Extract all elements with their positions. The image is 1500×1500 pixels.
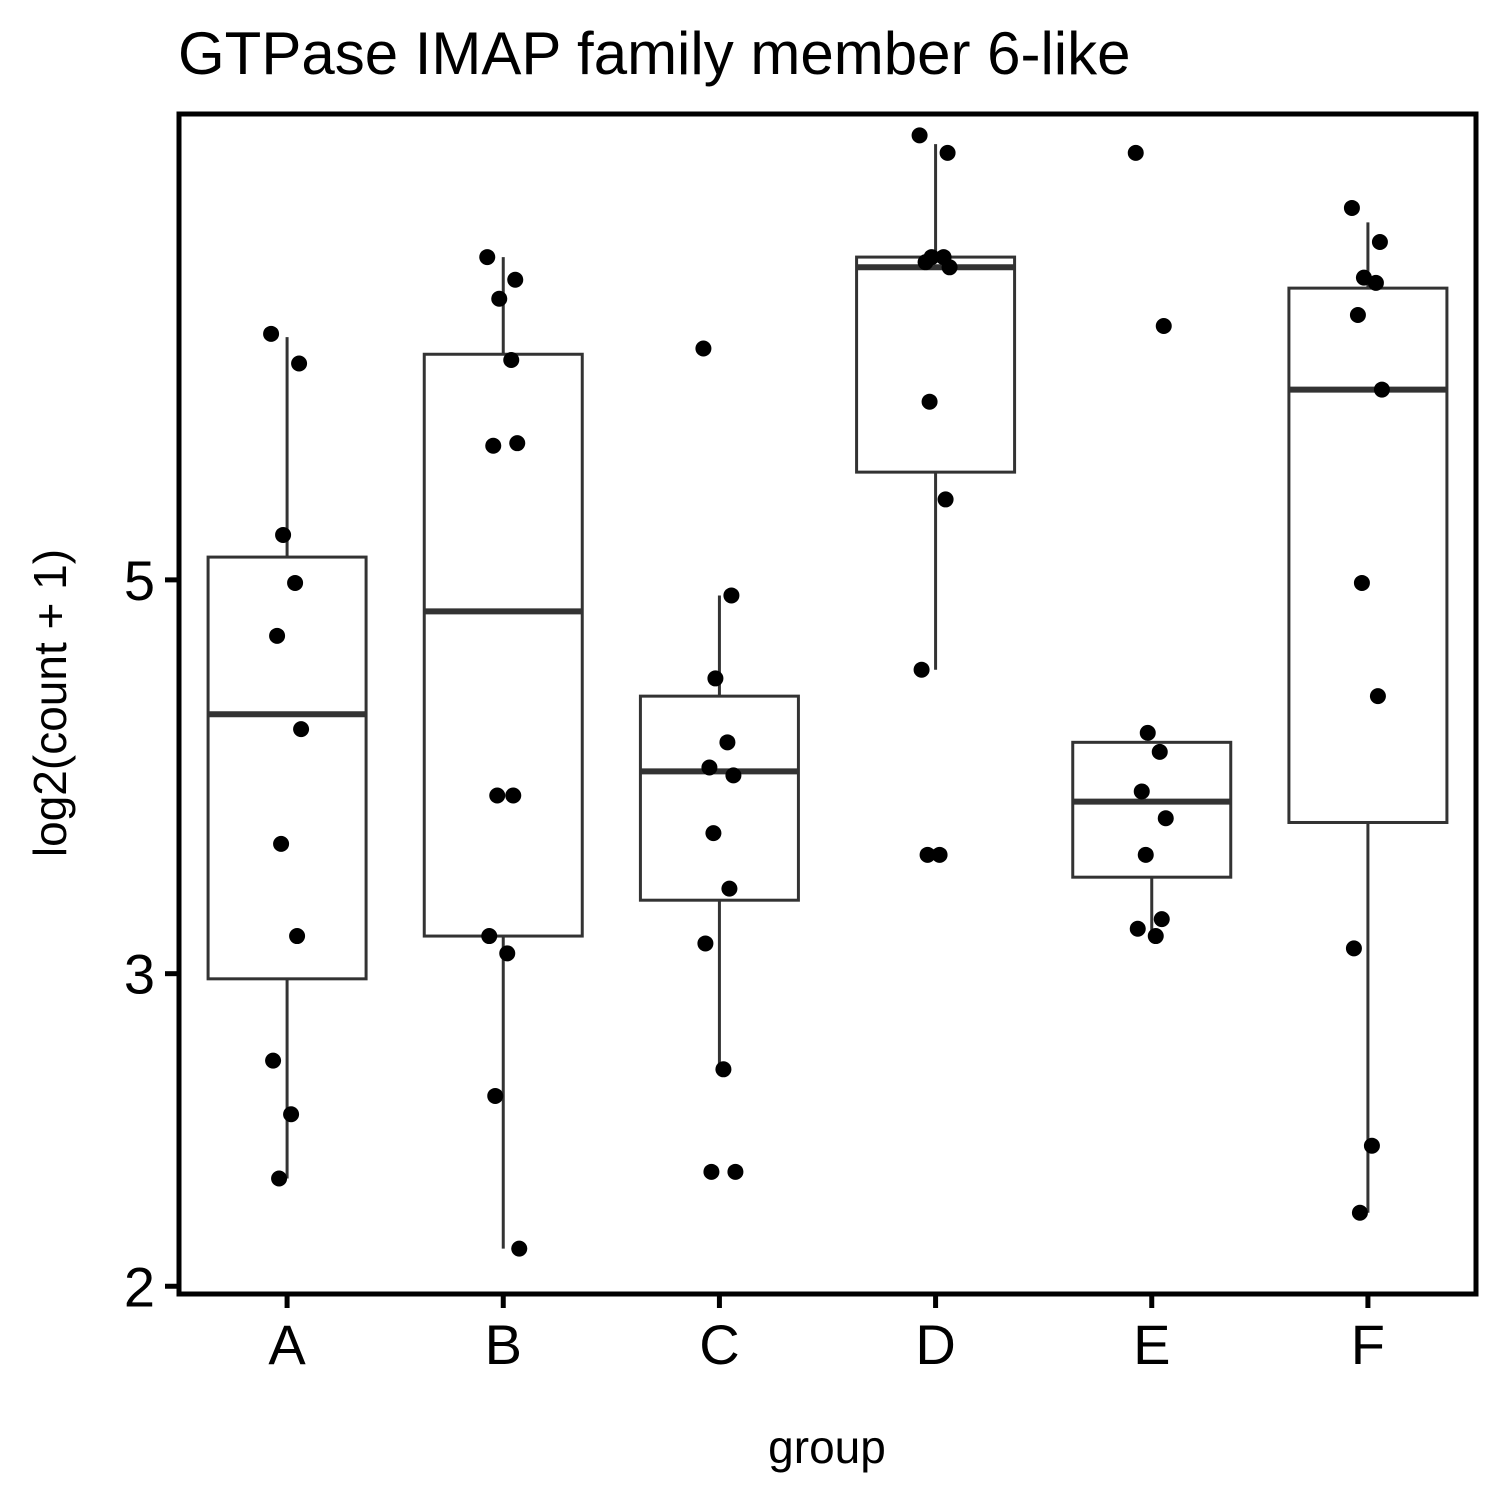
data-point [265, 1052, 282, 1069]
data-point [1373, 381, 1390, 398]
points-E [1127, 144, 1174, 945]
data-point [263, 325, 280, 342]
data-point [1129, 920, 1146, 937]
data-point [727, 1163, 744, 1180]
x-tick-label: C [699, 1313, 739, 1376]
x-tick-label: F [1351, 1313, 1385, 1376]
data-point [1137, 846, 1154, 863]
axes: 2 3 5 A B C D E F [124, 111, 1479, 1376]
data-point [269, 627, 286, 644]
points-C [695, 340, 744, 1180]
data-point [289, 928, 306, 945]
x-axis-label: group [768, 1421, 886, 1473]
data-point [719, 734, 736, 751]
data-point [911, 127, 928, 144]
data-point [1155, 318, 1172, 335]
box-F [1287, 222, 1449, 1213]
x-tick-label: A [268, 1313, 306, 1376]
data-point [697, 935, 714, 952]
data-point [499, 945, 516, 962]
data-point [291, 355, 308, 372]
data-point [919, 846, 936, 863]
y-tick-label: 5 [124, 549, 155, 612]
data-point [1349, 306, 1366, 323]
x-tick-label: D [915, 1313, 955, 1376]
y-tick-label: 2 [124, 1255, 155, 1318]
data-point [1139, 724, 1156, 741]
data-point [937, 491, 954, 508]
points-B [479, 249, 528, 1257]
box-body [855, 255, 1017, 474]
data-point [1133, 783, 1150, 800]
data-point [1353, 574, 1370, 591]
x-tick-label: B [485, 1313, 522, 1376]
box-E [1071, 740, 1233, 937]
data-point [695, 340, 712, 357]
data-point [701, 759, 718, 776]
data-point [487, 1087, 504, 1104]
data-point [511, 1240, 528, 1257]
data-point [1345, 940, 1362, 957]
data-point [723, 587, 740, 604]
box-C [638, 595, 800, 1070]
data-point [489, 787, 506, 804]
data-point [491, 290, 508, 307]
box-D [855, 144, 1017, 670]
data-point [1157, 810, 1174, 827]
data-point [1355, 269, 1372, 286]
data-point [485, 437, 502, 454]
data-point [921, 393, 938, 410]
data-point [503, 352, 520, 369]
y-axis-label: log2(count + 1) [24, 549, 76, 857]
data-point [1151, 743, 1168, 760]
box-body [638, 694, 800, 902]
data-point [293, 721, 310, 738]
chart-title: GTPase IMAP family member 6-like [178, 20, 1130, 87]
points-A [263, 325, 310, 1187]
data-point [481, 928, 498, 945]
data-point [939, 144, 956, 161]
data-point [1369, 688, 1386, 705]
data-point [1147, 928, 1164, 945]
data-point [507, 271, 524, 288]
data-point [479, 249, 496, 266]
data-point [283, 1106, 300, 1123]
box-B [422, 257, 584, 1249]
data-point [941, 259, 958, 276]
box-A [206, 337, 368, 1179]
data-point [725, 767, 742, 784]
data-point [913, 661, 930, 678]
data-point [505, 787, 522, 804]
data-point [287, 574, 304, 591]
data-point [271, 1170, 288, 1187]
data-point [917, 254, 934, 271]
data-point [1367, 274, 1384, 291]
data-point [707, 670, 724, 687]
data-point [931, 846, 948, 863]
data-point [1351, 1204, 1368, 1221]
box-body [206, 555, 368, 981]
box-body [422, 352, 584, 938]
x-tick-label: E [1133, 1313, 1170, 1376]
data-point [1153, 911, 1170, 928]
plot-area [206, 127, 1449, 1257]
box-body [1287, 286, 1449, 824]
data-point [275, 526, 292, 543]
data-point [721, 880, 738, 897]
data-point [509, 435, 526, 452]
data-point [1371, 234, 1388, 251]
panel-border [176, 111, 1479, 1297]
data-point [273, 835, 290, 852]
data-point [715, 1061, 732, 1078]
data-point [1363, 1137, 1380, 1154]
points-D [911, 127, 958, 863]
data-point [705, 825, 722, 842]
data-point [1127, 144, 1144, 161]
y-tick-label: 3 [124, 943, 155, 1006]
data-point [703, 1163, 720, 1180]
data-point [1343, 199, 1360, 216]
points-F [1343, 199, 1390, 1221]
